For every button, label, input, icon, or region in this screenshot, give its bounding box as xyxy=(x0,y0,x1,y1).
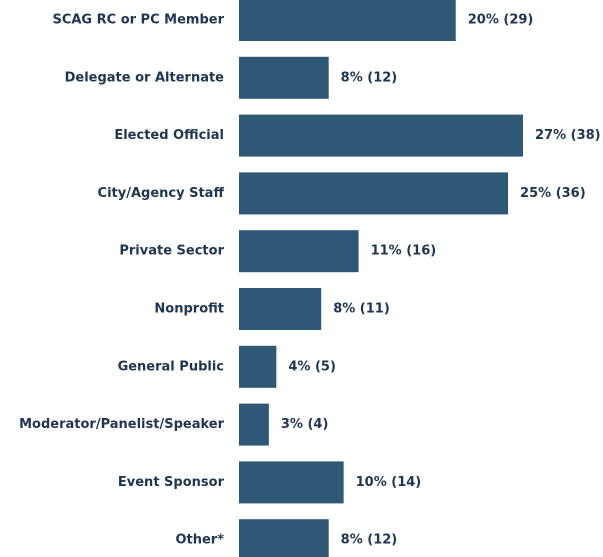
bar xyxy=(239,114,523,157)
bar xyxy=(239,288,322,330)
value-label: 25% (36) xyxy=(520,186,586,201)
category-label: Nonprofit xyxy=(154,302,224,317)
bar xyxy=(239,519,329,557)
bar xyxy=(239,403,269,446)
bar xyxy=(239,345,277,388)
bar xyxy=(239,172,509,215)
category-label: General Public xyxy=(118,359,224,374)
value-label: 8% (12) xyxy=(341,70,398,85)
value-label: 11% (16) xyxy=(371,244,437,259)
bar xyxy=(239,230,359,273)
value-label: 3% (4) xyxy=(281,417,329,432)
category-label: Event Sponsor xyxy=(118,475,225,490)
value-label: 8% (12) xyxy=(341,533,398,548)
category-label: Moderator/Panelist/Speaker xyxy=(19,417,224,432)
category-label: Private Sector xyxy=(119,244,224,259)
category-label: Delegate or Alternate xyxy=(65,70,225,85)
value-label: 4% (5) xyxy=(288,359,336,374)
bar xyxy=(239,461,344,504)
category-label: Elected Official xyxy=(114,128,224,143)
value-label: 8% (11) xyxy=(333,302,390,317)
bar xyxy=(239,56,329,99)
category-label: Other* xyxy=(175,533,224,548)
category-label: SCAG RC or PC Member xyxy=(52,13,224,28)
value-label: 10% (14) xyxy=(356,475,422,490)
value-label: 27% (38) xyxy=(535,128,601,143)
category-label: City/Agency Staff xyxy=(98,186,225,201)
value-label: 20% (29) xyxy=(468,13,534,28)
bar xyxy=(239,0,456,41)
